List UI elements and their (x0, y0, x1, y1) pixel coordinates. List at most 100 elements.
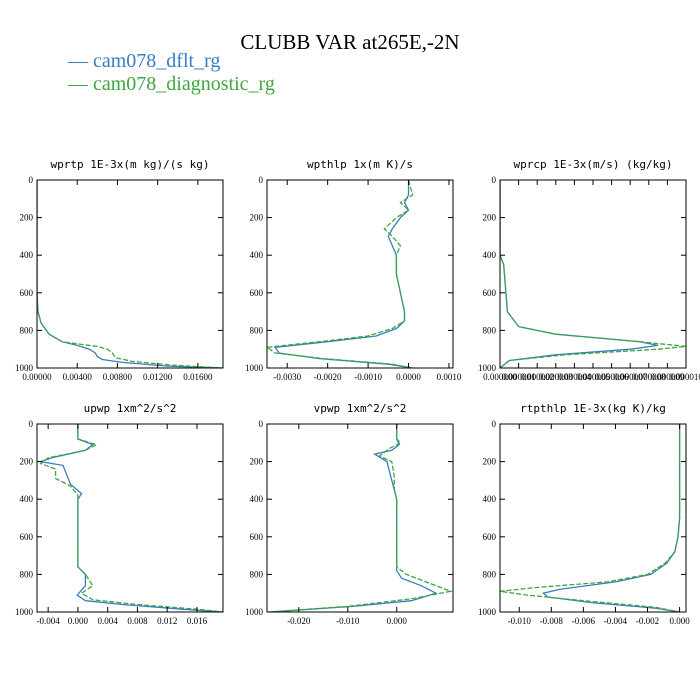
plot-frame (499, 423, 687, 613)
x-tick-label: 0.00800 (103, 372, 133, 382)
series-line-2 (269, 424, 453, 612)
series-line-1 (40, 424, 223, 612)
x-tick-label: 0.000007 (613, 372, 647, 382)
y-tick-label: 0 (492, 175, 497, 185)
x-tick-label: 0.0010 (437, 372, 462, 382)
plot-frame (499, 179, 687, 369)
x-tick-label: 0.01600 (183, 372, 213, 382)
y-tick-label: 1000 (15, 363, 34, 373)
x-tick-label: 0.000 (68, 616, 89, 626)
legend-entry-dflt: — cam078_dflt_rg (68, 50, 221, 72)
x-tick-label: -0.006 (572, 616, 596, 626)
x-tick-label: 0.004 (98, 616, 119, 626)
x-tick-label: 0.000008 (632, 372, 666, 382)
chart-panel-5: vpwp 1xm^2/s^2 0 200 400 600 800 1000 -0.020 -0.… (245, 402, 454, 626)
y-tick-label: 200 (20, 213, 34, 223)
x-tick-label: 0.000001 (502, 372, 536, 382)
plot-frame (36, 423, 224, 613)
y-tick-label: 200 (250, 213, 264, 223)
y-tick-label: 800 (483, 325, 497, 335)
y-tick-label: 200 (483, 213, 497, 223)
x-tick-label: 0.0000 (396, 372, 421, 382)
series-line-1 (37, 180, 223, 368)
y-tick-label: 600 (20, 532, 34, 542)
y-tick-label: 800 (20, 325, 34, 335)
panel-title: rtpthlp 1E-3x(kg K)/kg (520, 402, 666, 415)
x-tick-label: 0.008 (127, 616, 148, 626)
chart-panel-1: wprtp 1E-3x(m kg)/(s kg) 0 200 400 600 800 100… (15, 158, 224, 382)
y-tick-label: 600 (250, 532, 264, 542)
y-tick-label: 400 (20, 250, 34, 260)
x-tick-label: 0.000010 (669, 372, 700, 382)
x-tick-label: 0.000004 (558, 372, 592, 382)
y-tick-label: 600 (483, 532, 497, 542)
series-line-1 (269, 424, 438, 612)
y-tick-label: 1000 (245, 607, 264, 617)
y-tick-label: 1000 (478, 607, 497, 617)
x-tick-label: 0.000 (669, 616, 690, 626)
y-tick-label: 200 (483, 457, 497, 467)
y-tick-label: 400 (250, 494, 264, 504)
y-tick-label: 200 (250, 457, 264, 467)
y-tick-label: 400 (483, 494, 497, 504)
x-tick-label: 0.000000 (483, 372, 517, 382)
y-tick-label: 800 (20, 569, 34, 579)
x-tick-label: 0.016 (187, 616, 208, 626)
y-tick-label: 1000 (15, 607, 34, 617)
x-tick-label: 0.01200 (143, 372, 173, 382)
x-tick-label: 0.000002 (520, 372, 554, 382)
plot-frame (266, 179, 454, 369)
series-line-2 (500, 180, 686, 368)
panel-title: wprcp 1E-3x(m/s) (kg/kg) (514, 158, 673, 171)
panel-title: upwp 1xm^2/s^2 (84, 402, 177, 415)
x-tick-label: -0.020 (287, 616, 311, 626)
x-tick-label: -0.004 (604, 616, 628, 626)
x-tick-label: 0.000 (387, 616, 408, 626)
series-line-1 (500, 180, 659, 368)
y-tick-label: 1000 (478, 363, 497, 373)
legend-entry-diagnostic: — cam078_diagnostic_rg (68, 73, 275, 95)
y-tick-label: 200 (20, 457, 34, 467)
y-tick-label: 600 (20, 288, 34, 298)
series-line-2 (37, 180, 223, 368)
y-tick-label: 0 (492, 419, 497, 429)
chart-panel-6: rtpthlp 1E-3x(kg K)/kg 0 200 400 600 800 1000 -… (478, 402, 690, 626)
x-tick-label: 0.000005 (576, 372, 610, 382)
y-tick-label: 1000 (245, 363, 264, 373)
chart-panel-3: wprcp 1E-3x(m/s) (kg/kg) 0 200 400 600 800 100… (478, 158, 700, 382)
y-tick-label: 400 (20, 494, 34, 504)
plot-frame (36, 179, 224, 369)
x-tick-label: 0.012 (157, 616, 177, 626)
x-tick-label: -0.0030 (273, 372, 301, 382)
x-tick-label: 0.000009 (651, 372, 685, 382)
y-tick-label: 400 (483, 250, 497, 260)
plot-frame (266, 423, 454, 613)
panel-title: wprtp 1E-3x(m kg)/(s kg) (51, 158, 210, 171)
x-tick-label: -0.002 (636, 616, 659, 626)
x-tick-label: -0.010 (336, 616, 360, 626)
panel-title: wpthlp 1x(m K)/s (307, 158, 413, 171)
y-tick-label: 0 (259, 419, 264, 429)
series-line-2 (500, 424, 681, 612)
x-tick-label: -0.0010 (354, 372, 382, 382)
x-tick-label: 0.000003 (539, 372, 573, 382)
x-tick-label: -0.004 (37, 616, 61, 626)
y-tick-label: 800 (250, 325, 264, 335)
chart-panel-2: wpthlp 1x(m K)/s 0 200 400 600 800 1000 -0.0030… (245, 158, 462, 382)
series-line-1 (541, 424, 681, 612)
x-tick-label: 0.000006 (595, 372, 629, 382)
x-tick-label: 0.00000 (22, 372, 52, 382)
x-tick-label: 0.00400 (63, 372, 93, 382)
y-tick-label: 800 (483, 569, 497, 579)
y-tick-label: 800 (250, 569, 264, 579)
y-tick-label: 0 (29, 419, 34, 429)
series-line-1 (273, 180, 413, 368)
series-line-2 (39, 424, 223, 612)
x-tick-label: -0.010 (508, 616, 532, 626)
panel-title: vpwp 1xm^2/s^2 (314, 402, 407, 415)
y-tick-label: 0 (259, 175, 264, 185)
x-tick-label: -0.008 (540, 616, 564, 626)
chart-panel-4: upwp 1xm^2/s^2 0 200 400 600 800 1000-0.004 0.0… (15, 402, 224, 626)
main-title: CLUBB VAR at265E,-2N (240, 30, 460, 54)
